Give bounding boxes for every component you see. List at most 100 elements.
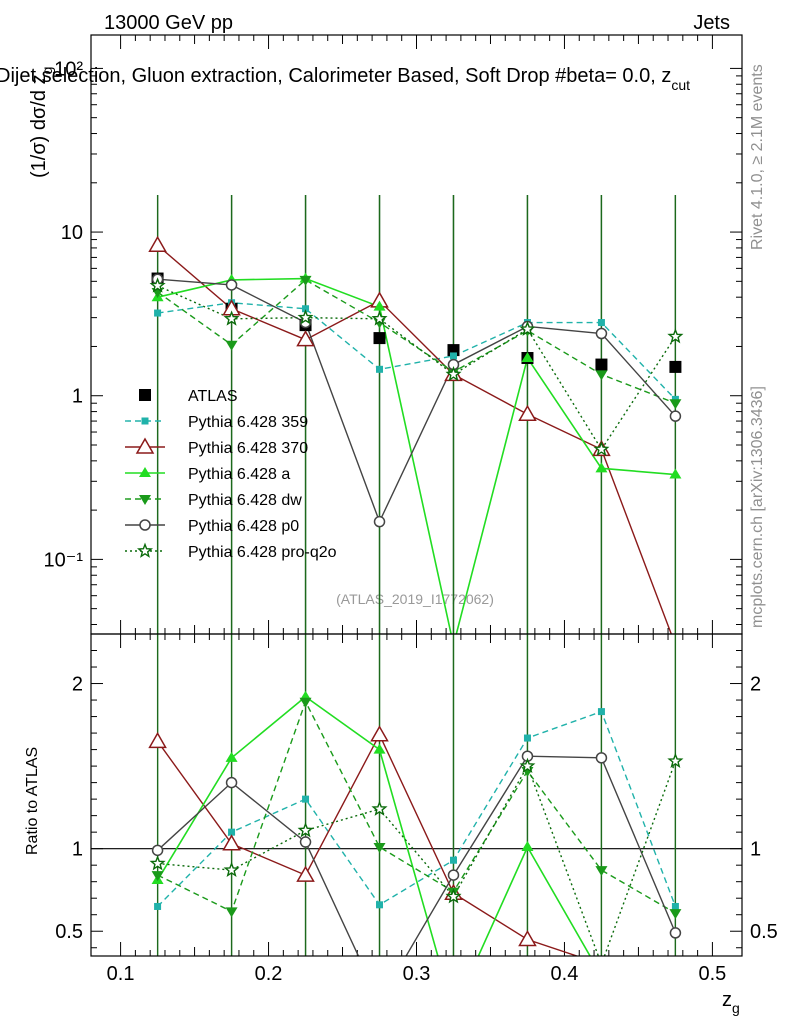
main-point — [149, 277, 166, 293]
legend-label: Pythia 6.428 370 — [188, 440, 308, 457]
main-point — [445, 365, 462, 382]
ratio-xtick-label: 0.4 — [551, 963, 579, 985]
legend-label: Pythia 6.428 a — [188, 466, 290, 483]
ratio-xtick-label: 0.5 — [699, 963, 727, 985]
ratio-point — [521, 841, 534, 852]
ratio-point — [299, 697, 312, 708]
legend-label: Pythia 6.428 p0 — [188, 518, 299, 535]
main-point — [302, 305, 310, 313]
main-ylabel-sub: g — [39, 67, 55, 75]
main-series-line — [157, 302, 676, 400]
main-point — [669, 410, 682, 422]
main-point — [669, 399, 682, 410]
ratio-series-line — [157, 699, 676, 914]
main-ytick-label: 10⁻¹ — [44, 549, 84, 571]
x-axis-title: zg — [722, 989, 740, 1016]
main-series-line — [157, 244, 673, 634]
ratio-point — [449, 856, 457, 864]
ratio-point — [373, 843, 386, 854]
ratio-point — [667, 752, 684, 769]
ratio-series-line — [157, 710, 677, 907]
ratio-point — [148, 731, 167, 749]
ratio-ytick-label: 2 — [72, 674, 83, 696]
ratio-ytick-label: 1 — [72, 839, 83, 861]
main-ytick-label: 10² — [54, 58, 83, 80]
main-point — [373, 515, 386, 528]
main-point — [669, 468, 682, 479]
x-axis-title-text: z — [722, 989, 732, 1011]
main-point — [597, 319, 605, 327]
main-point — [669, 360, 682, 373]
legend-label: ATLAS — [188, 388, 238, 405]
ratio-point — [296, 865, 315, 882]
ratio-point — [671, 902, 679, 910]
ratio-point — [222, 834, 241, 851]
main-ylabel-text: (1/σ) dσ/d z — [28, 74, 50, 178]
main-point — [299, 275, 312, 286]
main-panel: 10⁻¹ 1 10 10² — [44, 34, 743, 635]
ratio-point — [154, 902, 162, 910]
legend-marker — [139, 495, 151, 505]
rivet-label: Rivet 4.1.0, ≥ 2.1M events — [749, 64, 766, 250]
main-point — [225, 279, 238, 291]
legend-marker — [139, 389, 151, 401]
main-point — [296, 330, 315, 347]
ratio-point — [669, 909, 682, 920]
legend-label: Pythia 6.428 359 — [188, 414, 308, 431]
legend-label: Pythia 6.428 pro-q2o — [188, 544, 337, 561]
main-point — [373, 300, 386, 311]
ratio-xtick-label: 0.1 — [107, 963, 135, 985]
ratio-point — [518, 929, 537, 947]
ratio-data — [148, 634, 684, 956]
main-point — [595, 327, 608, 340]
ratio-panel: 0.5 0.5 1 1 2 2 0.1 0.2 0.3 0.4 0.5 — [55, 633, 778, 985]
main-point — [371, 310, 388, 326]
main-ytick-label: 10 — [61, 222, 83, 244]
ratio-point — [595, 752, 608, 764]
ratio-point — [225, 907, 238, 918]
ratio-point — [297, 822, 314, 838]
legend-marker — [135, 437, 155, 454]
ratio-point — [149, 855, 166, 871]
main-point — [595, 462, 608, 473]
ratio-series-line — [157, 755, 677, 956]
ratio-point — [445, 888, 462, 904]
header-left: 13000 GeV pp — [104, 12, 233, 34]
ratio-ytick-label: 0.5 — [55, 921, 83, 943]
main-point — [148, 235, 167, 253]
ratio-point — [299, 836, 312, 848]
main-point — [593, 440, 610, 457]
legend-marker — [136, 542, 154, 558]
ratio-xtick-label: 0.3 — [403, 963, 431, 985]
main-series-line — [157, 285, 677, 451]
ratio-series-line — [157, 760, 677, 956]
main-ytick-label: 1 — [72, 386, 83, 408]
main-point — [595, 370, 608, 381]
ratio-point — [523, 734, 531, 742]
ratio-point — [151, 871, 164, 882]
main-point — [519, 320, 536, 336]
ratio-frame — [90, 633, 743, 957]
ratio-point — [228, 828, 236, 836]
ratio-point — [302, 795, 310, 803]
x-axis-title-sub: g — [732, 1000, 740, 1016]
ratio-point — [223, 861, 240, 878]
ratio-ytick-label-right: 2 — [750, 674, 761, 696]
ratio-xtick-label: 0.2 — [255, 963, 283, 985]
ratio-point — [151, 844, 164, 857]
legend-marker — [139, 467, 151, 477]
ratio-point — [447, 869, 460, 881]
header-right: Jets — [693, 12, 730, 34]
ratio-point — [370, 725, 389, 742]
main-point — [154, 309, 162, 317]
main-point — [376, 365, 384, 373]
main-ylabel: (1/σ) dσ/d zg — [28, 67, 55, 178]
main-point — [449, 352, 457, 360]
ratio-point — [225, 751, 238, 762]
ratio-point — [519, 757, 536, 774]
plot-subtitle-text: Dijet selection, Gluon extraction, Calor… — [0, 65, 671, 87]
main-point — [518, 404, 537, 422]
ratio-ytick-label-right: 1 — [750, 839, 761, 861]
main-point — [521, 352, 534, 363]
main-point — [373, 332, 386, 345]
